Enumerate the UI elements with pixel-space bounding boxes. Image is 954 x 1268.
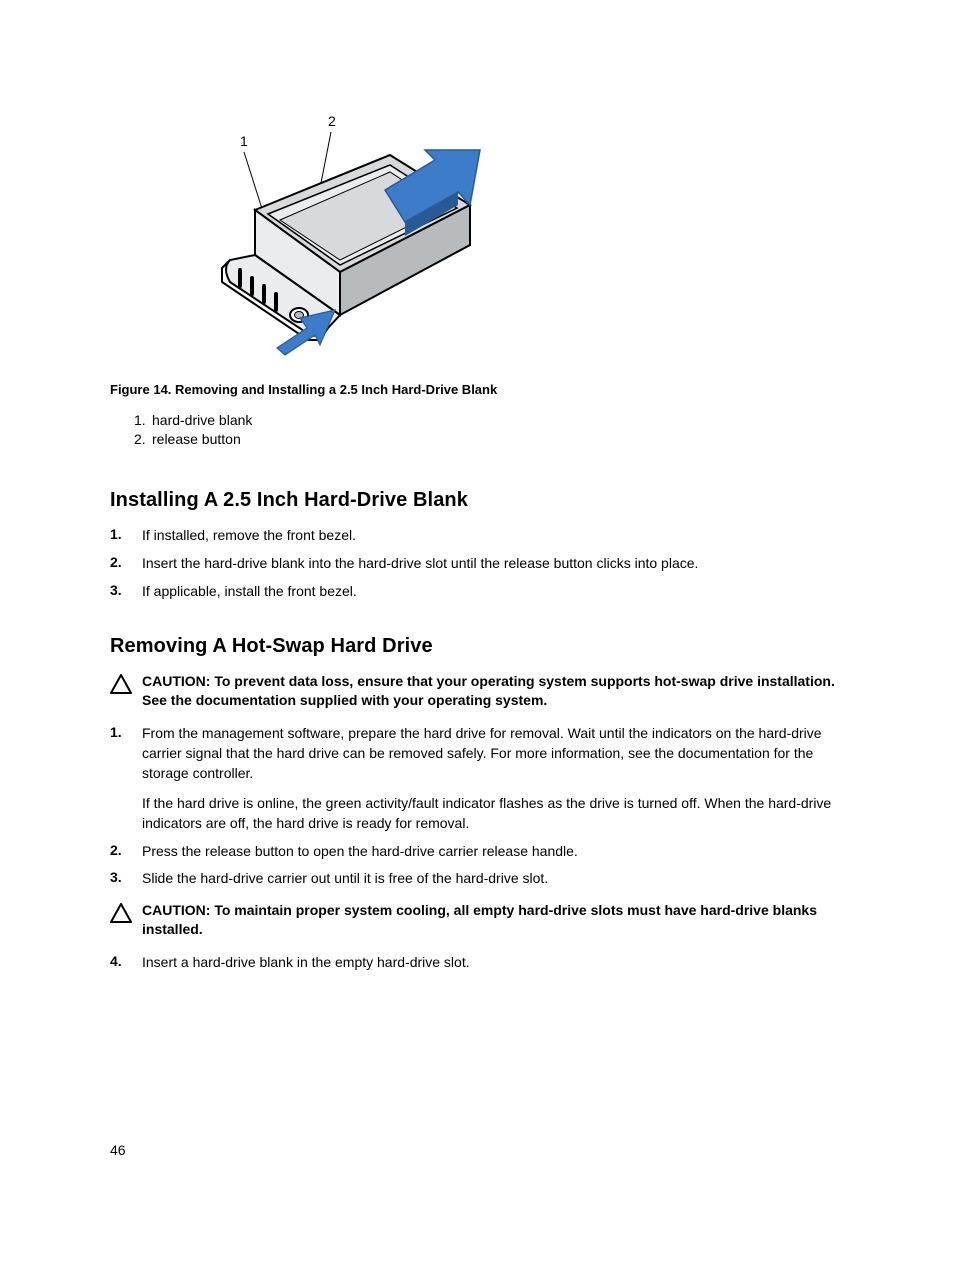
caution-icon [110,672,142,699]
legend-num: 2. [134,430,152,449]
step-text: From the management software, prepare th… [142,724,844,833]
installing-steps: 1. If installed, remove the front bezel.… [110,526,844,602]
heading-installing: Installing A 2.5 Inch Hard-Drive Blank [110,489,844,512]
removing-steps-a: 1. From the management software, prepare… [110,724,844,889]
caution-text: CAUTION: To prevent data loss, ensure th… [142,672,844,710]
step-item: 3. Slide the hard-drive carrier out unti… [110,869,844,889]
removing-steps-b: 4. Insert a hard-drive blank in the empt… [110,953,844,973]
figure-legend: 1. hard-drive blank 2. release button [134,411,844,449]
caution-icon [110,901,142,928]
step-text: Press the release button to open the har… [142,842,844,862]
caution-text: CAUTION: To maintain proper system cooli… [142,901,844,939]
document-page: 1 2 [0,0,954,1268]
legend-text: hard-drive blank [152,411,252,430]
step-item: 1. From the management software, prepare… [110,724,844,833]
step-item: 2. Insert the hard-drive blank into the … [110,554,844,574]
legend-num: 1. [134,411,152,430]
step-item: 4. Insert a hard-drive blank in the empt… [110,953,844,973]
step-para-2: If the hard drive is online, the green a… [142,794,844,834]
step-number: 4. [110,953,142,969]
step-item: 2. Press the release button to open the … [110,842,844,862]
figure-caption: Figure 14. Removing and Installing a 2.5… [110,382,844,397]
step-item: 3. If applicable, install the front beze… [110,582,844,602]
hard-drive-blank-diagram: 1 2 [200,110,500,370]
legend-item: 1. hard-drive blank [134,411,844,430]
callout-label-1: 1 [240,133,248,149]
step-number: 2. [110,554,142,570]
step-text: Insert a hard-drive blank in the empty h… [142,953,844,973]
caution-block-2: CAUTION: To maintain proper system cooli… [110,901,844,939]
figure-14: 1 2 [200,110,934,370]
page-number: 46 [110,1142,126,1158]
step-text: Insert the hard-drive blank into the har… [142,554,844,574]
heading-removing: Removing A Hot-Swap Hard Drive [110,635,844,658]
step-item: 1. If installed, remove the front bezel. [110,526,844,546]
step-text: If applicable, install the front bezel. [142,582,844,602]
legend-text: release button [152,430,241,449]
caution-block-1: CAUTION: To prevent data loss, ensure th… [110,672,844,710]
step-number: 3. [110,582,142,598]
step-number: 2. [110,842,142,858]
step-number: 1. [110,724,142,740]
legend-item: 2. release button [134,430,844,449]
step-text: Slide the hard-drive carrier out until i… [142,869,844,889]
step-number: 3. [110,869,142,885]
step-para-1: From the management software, prepare th… [142,724,844,784]
callout-label-2: 2 [328,113,336,129]
step-number: 1. [110,526,142,542]
step-text: If installed, remove the front bezel. [142,526,844,546]
